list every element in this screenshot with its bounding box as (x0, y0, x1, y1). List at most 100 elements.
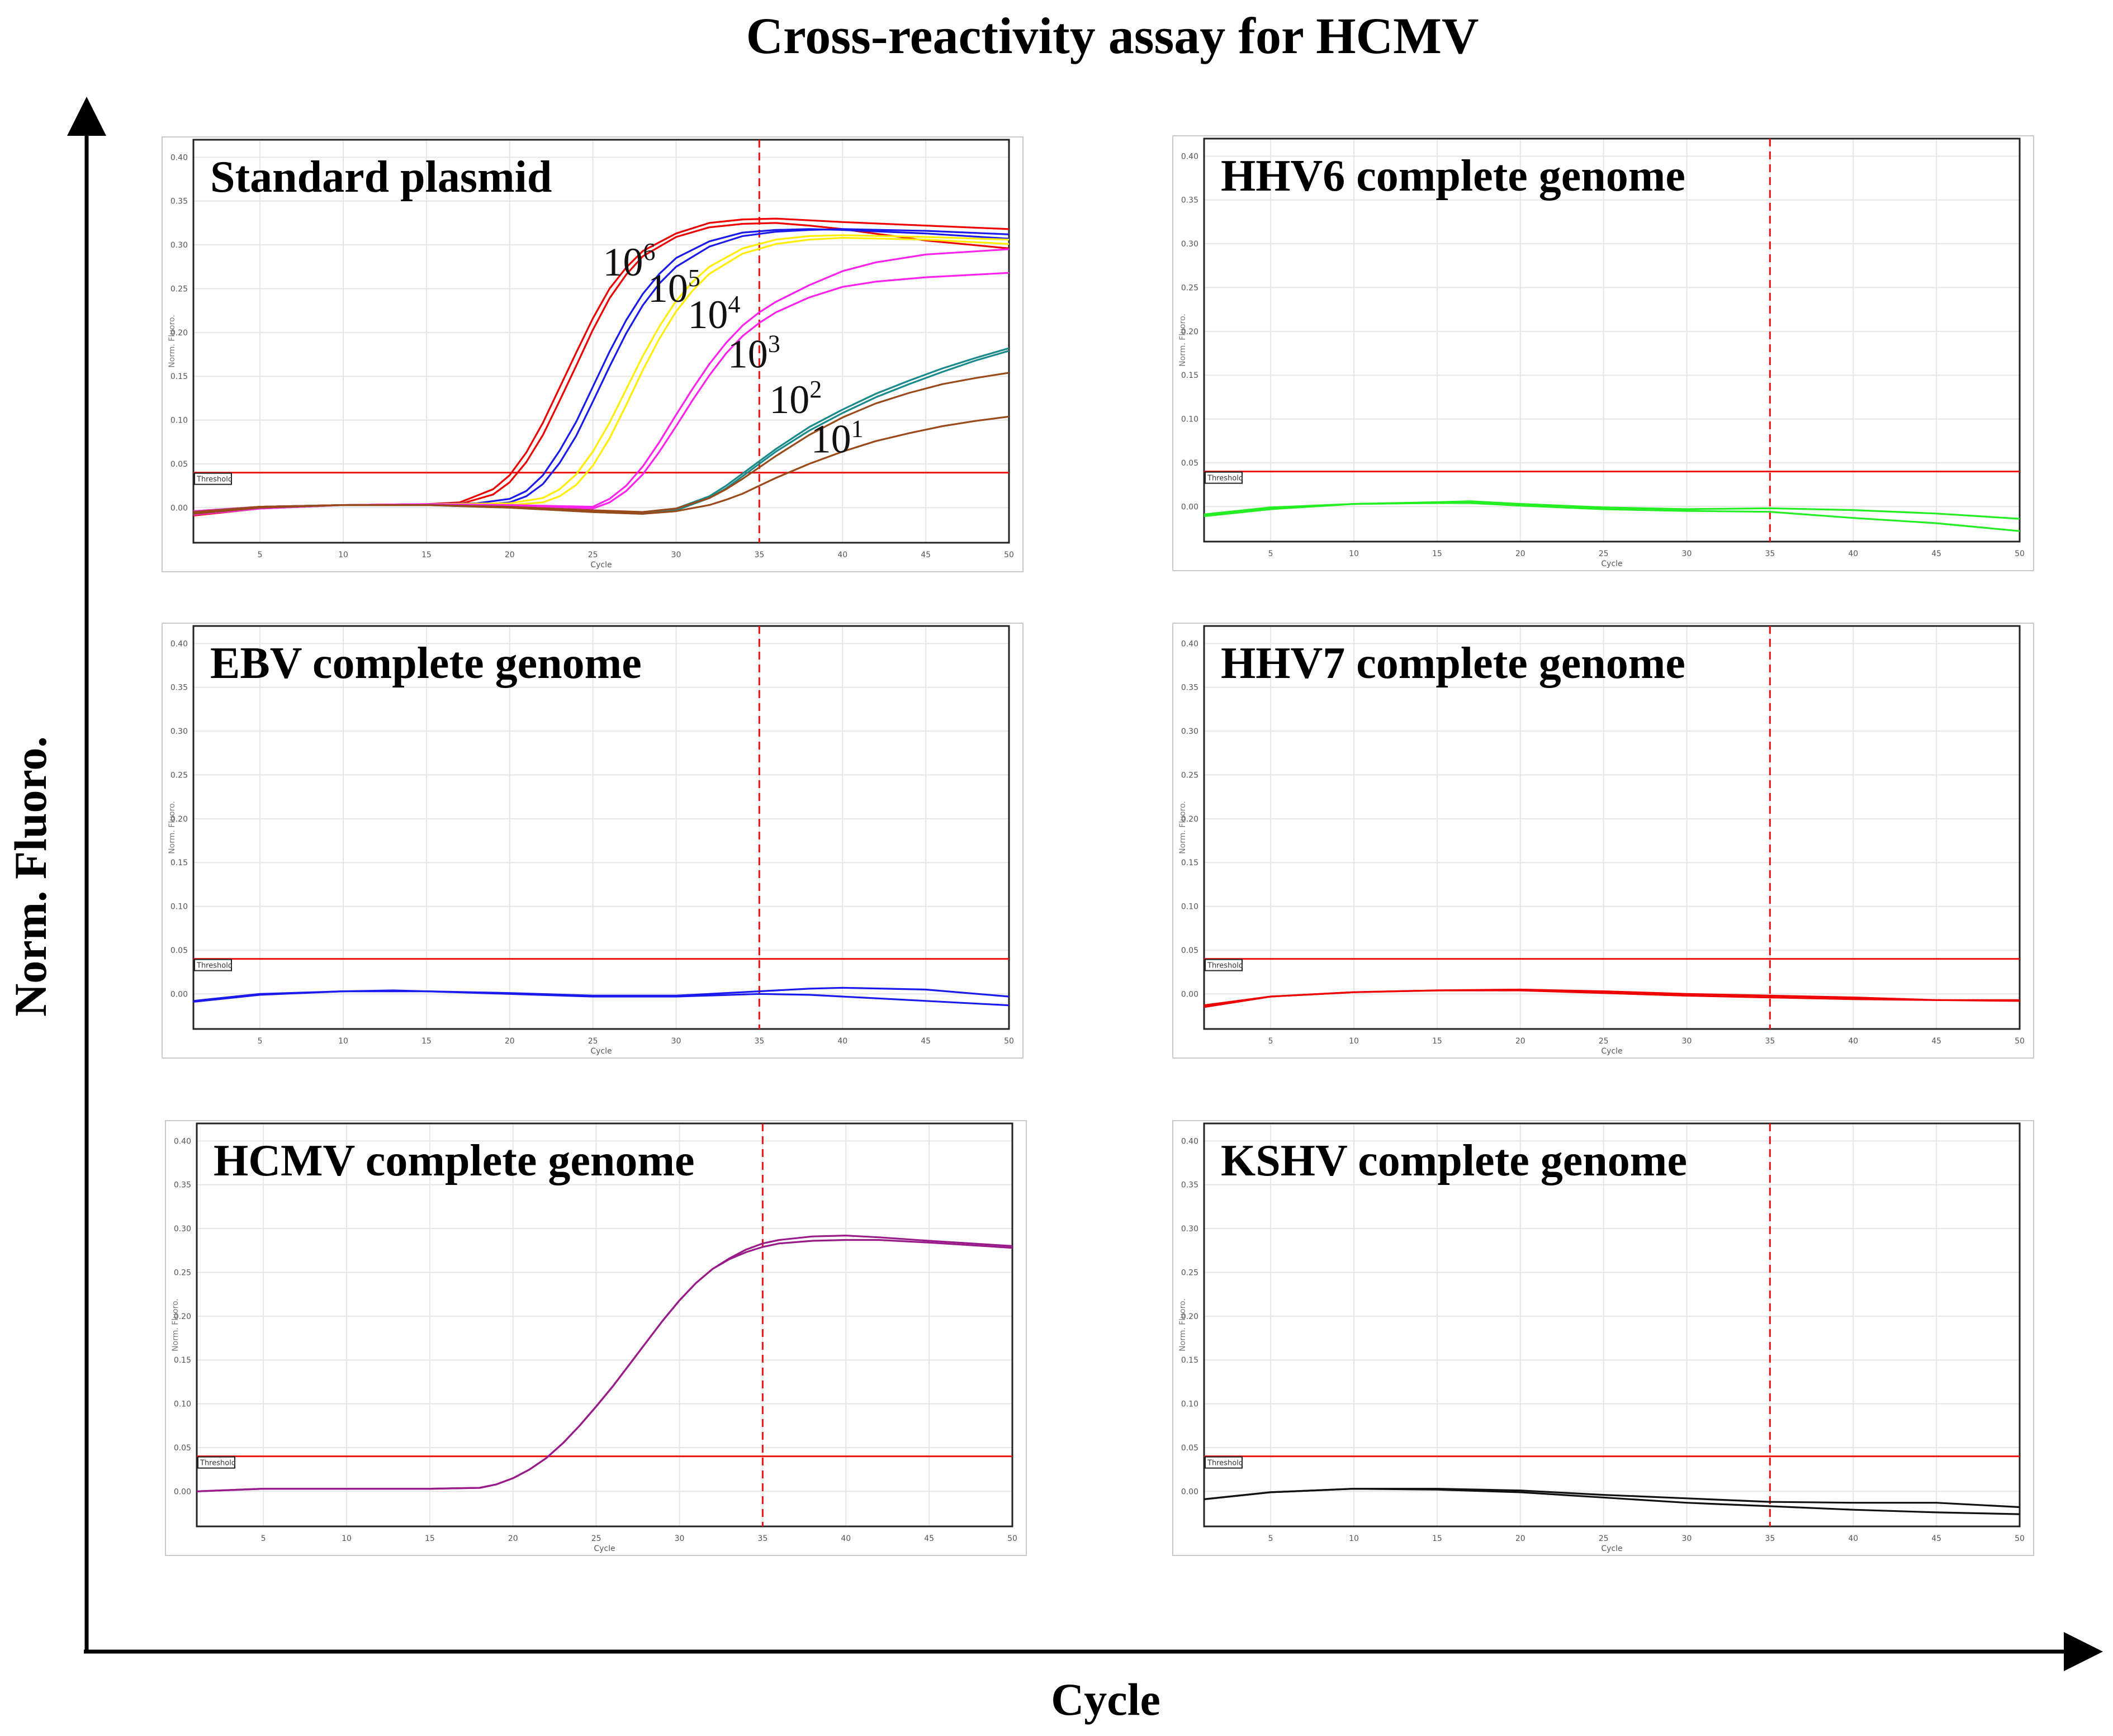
y-axis-label: Norm. Fluoro. (1178, 314, 1187, 367)
y-tick-label: 0.15 (1181, 371, 1198, 380)
x-tick-label: 50 (1004, 551, 1014, 559)
y-tick-label: 0.00 (170, 990, 188, 999)
x-tick-label: 40 (837, 551, 847, 559)
x-tick-label: 20 (1515, 1534, 1525, 1543)
x-tick-label: 15 (421, 1037, 432, 1046)
x-axis-label: Cycle (590, 561, 612, 570)
x-tick-label: 35 (1765, 549, 1775, 558)
y-tick-label: 0.40 (1181, 639, 1198, 648)
plot-area (192, 625, 1010, 1030)
y-tick-label: 0.00 (1181, 502, 1198, 511)
x-tick-label: 10 (338, 551, 348, 559)
x-tick-label: 35 (757, 1534, 767, 1543)
threshold-label-box (1205, 471, 1243, 484)
series-group (193, 217, 1010, 516)
x-tick-label: 25 (1599, 1534, 1609, 1543)
y-tick-label: 0.30 (1181, 1225, 1198, 1234)
y-tick-label: 0.05 (1181, 459, 1198, 468)
x-tick-label: 35 (754, 1037, 764, 1046)
x-tick-label: 45 (921, 551, 931, 559)
x-tick-label: 45 (1931, 1037, 1941, 1046)
x-tick-label: 5 (1268, 549, 1273, 558)
y-tick-label: 0.40 (170, 639, 188, 648)
y-tick-label: 0.40 (1181, 1137, 1198, 1146)
y-axis-label: Norm. Fluoro. (168, 315, 177, 368)
x-tick-label: 5 (258, 1037, 263, 1046)
x-tick-label: 35 (754, 551, 764, 559)
y-tick-label: 0.25 (1181, 771, 1198, 780)
x-tick-label: 20 (1515, 549, 1525, 558)
y-tick-label: 0.10 (170, 416, 188, 425)
series-group (193, 986, 1010, 1007)
y-tick-label: 0.20 (1181, 1312, 1198, 1321)
x-tick-label: 5 (1268, 1037, 1273, 1046)
x-tick-label: 25 (1599, 549, 1609, 558)
x-axis-label: Cycle (594, 1544, 615, 1553)
x-tick-label: 25 (588, 1037, 598, 1046)
threshold-label: Threshold (1207, 475, 1243, 483)
x-tick-label: 20 (505, 1037, 515, 1046)
y-tick-label: 0.40 (174, 1137, 191, 1146)
x-axis-label: Cycle (1601, 1544, 1622, 1553)
panel-top-left: 5 10 15 20 25 30 35 40 45 50 0.00 0.05 0.10 0.15 0.20 0… (162, 136, 1024, 572)
curve-label: 103 (728, 330, 780, 377)
y-tick-label: 0.05 (1181, 946, 1198, 955)
series-line-HHV6 (1204, 502, 2020, 532)
panel-title: EBV complete genome (210, 639, 642, 688)
x-tick-label: 20 (505, 551, 515, 559)
x-tick-label: 50 (2015, 549, 2025, 558)
y-tick-label: 0.20 (170, 815, 188, 824)
y-axis-label: Norm. Fluoro. (168, 801, 177, 854)
panel-title: HCMV complete genome (214, 1136, 695, 1185)
x-tick-label: 15 (1432, 549, 1442, 558)
series-group (1204, 1488, 2020, 1515)
x-tick-label: 30 (1682, 549, 1692, 558)
x-tick-label: 40 (1848, 549, 1858, 558)
panel-bottom-right: 5 10 15 20 25 30 35 40 45 50 0.00 0.05 0.10 0.15 0.20 0… (1172, 1120, 2034, 1556)
x-tick-label: 30 (675, 1534, 685, 1543)
panel-title: KSHV complete genome (1221, 1136, 1687, 1185)
threshold-label: Threshold (196, 476, 233, 484)
y-tick-label: 0.15 (174, 1356, 191, 1365)
threshold-label-box (197, 1456, 235, 1469)
x-tick-label: 25 (591, 1534, 601, 1543)
x-tick-label: 50 (1004, 1037, 1014, 1046)
x-tick-label: 10 (1349, 1534, 1359, 1543)
threshold-label: Threshold (1207, 1459, 1243, 1468)
panel-middle-right: 5 10 15 20 25 30 35 40 45 50 0.00 0.05 0.10 0.15 0.20 0… (1172, 623, 2034, 1059)
x-tick-label: 25 (588, 551, 598, 559)
x-tick-label: 20 (508, 1534, 518, 1543)
x-tick-label: 45 (1931, 549, 1941, 558)
y-tick-label: 0.05 (1181, 1444, 1198, 1453)
y-tick-label: 0.35 (1181, 196, 1198, 205)
y-tick-label: 0.05 (170, 460, 188, 469)
y-tick-label: 0.00 (174, 1487, 191, 1496)
y-tick-label: 0.40 (170, 153, 188, 162)
series-line-KSHV (1204, 1488, 2020, 1509)
y-tick-label: 0.25 (170, 771, 188, 780)
x-tick-label: 15 (425, 1534, 435, 1543)
y-tick-label: 0.15 (1181, 1356, 1198, 1365)
plot-area (192, 139, 1010, 544)
x-tick-label: 45 (1931, 1534, 1941, 1543)
y-tick-label: 0.35 (1181, 1181, 1198, 1190)
threshold-label-box (194, 472, 232, 485)
x-tick-label: 5 (1268, 1534, 1273, 1543)
panel-title: HHV6 complete genome (1221, 151, 1685, 201)
plot-area (196, 1122, 1013, 1528)
series-line-10^1 (193, 372, 1010, 513)
y-tick-label: 0.35 (170, 197, 188, 206)
threshold-label-box (1205, 1456, 1243, 1469)
x-tick-label: 30 (1682, 1037, 1692, 1046)
y-tick-label: 0.15 (1181, 858, 1198, 867)
x-tick-label: 15 (1432, 1037, 1442, 1046)
curve-label: 101 (811, 415, 864, 462)
x-tick-label: 5 (258, 551, 263, 559)
x-axis-label: Cycle (1601, 1047, 1622, 1056)
series-line-10^3 (193, 248, 1010, 513)
x-tick-label: 45 (924, 1534, 934, 1543)
y-tick-label: 0.00 (170, 504, 188, 513)
x-tick-label: 45 (921, 1037, 931, 1046)
y-tick-label: 0.10 (1181, 903, 1198, 912)
y-tick-label: 0.10 (170, 903, 188, 912)
